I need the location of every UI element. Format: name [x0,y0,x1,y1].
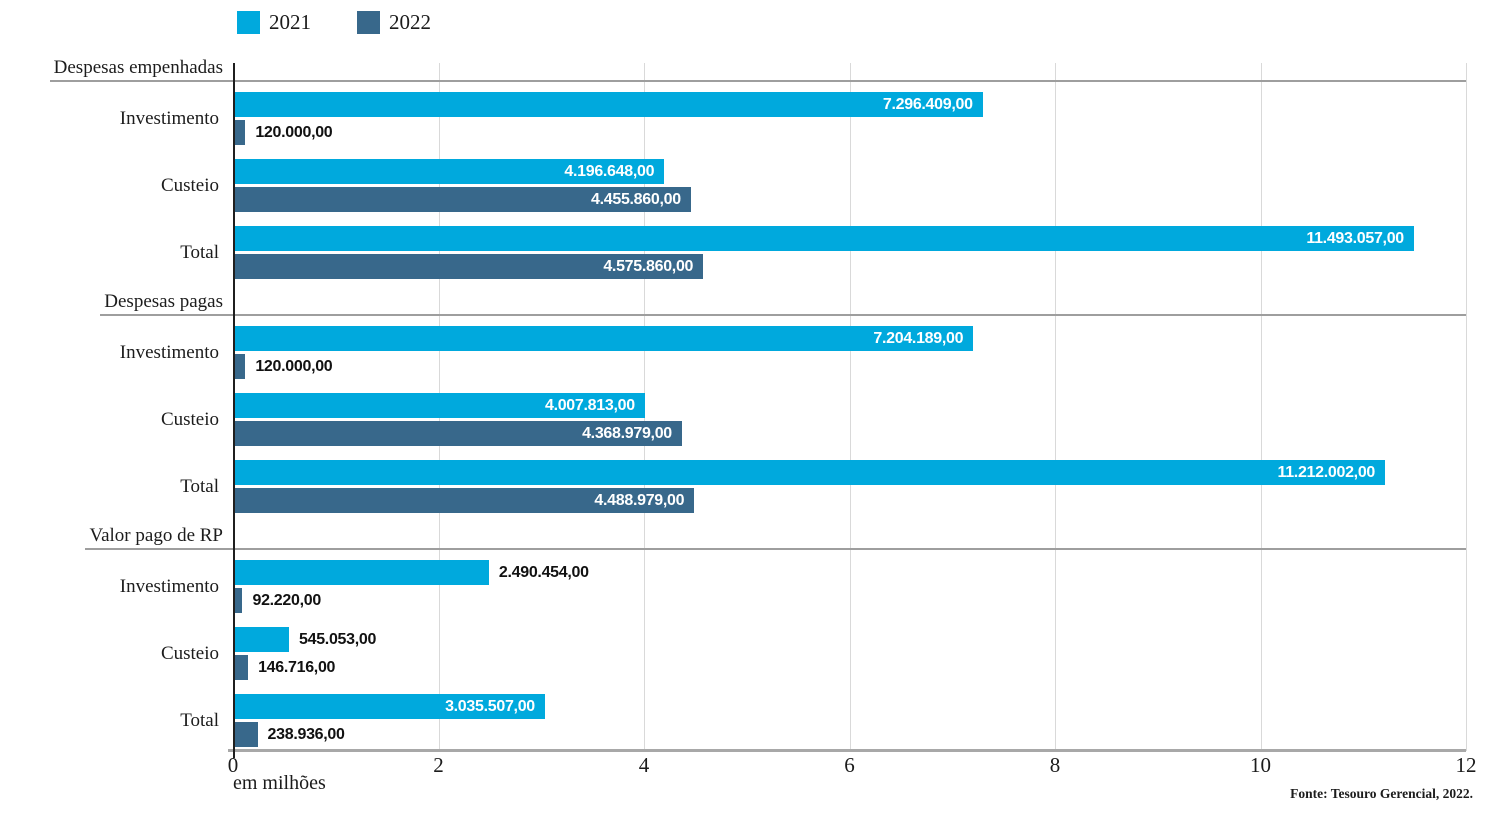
category-row: Investimento 7.204.189,00 120.000,00 [0,316,1466,383]
x-axis-unit-label: em milhões [233,772,326,794]
bar-group: 11.212.002,00 4.488.979,00 [233,450,1466,517]
x-tick-label-0: 0 [227,753,239,777]
category-label: Total [180,476,219,497]
bar-group: 4.007.813,00 4.368.979,00 [233,383,1466,450]
bar-2022: 92.220,00 [233,588,321,613]
category-row: Total 11.212.002,00 4.488.979,00 [0,450,1466,517]
sections: Despesas empenhadas Investimento 7.296.409… [0,57,1466,751]
bar-2021: 7.204.189,00 [233,326,974,351]
value-label: 3.035.507,00 [445,698,535,715]
value-label: 120.000,00 [255,124,333,141]
value-label: 238.936,00 [267,726,345,743]
bar-2022: 238.936,00 [233,722,345,747]
gridline-10 [1260,63,1262,751]
category-row: Custeio 4.007.813,00 4.368.979,00 [0,383,1466,450]
value-label: 146.716,00 [258,659,336,676]
bar-2021: 11.493.057,00 [233,226,1414,251]
value-label: 4.007.813,00 [544,397,635,414]
y-axis-line [233,63,235,758]
x-tick-label-10: 10 [1250,753,1271,777]
x-tick-label-2: 2 [433,753,444,777]
bar-group: 7.204.189,00 120.000,00 [233,316,1466,383]
category-row: Investimento 7.296.409,00 120.000,00 [0,82,1466,149]
bar-group: 545.053,00 146.716,00 [233,617,1466,684]
gridline-8 [1055,63,1056,751]
gridline-12 [1466,63,1467,751]
category-label: Total [180,710,219,731]
x-tick-label-6: 6 [844,753,855,777]
bar-2022: 120.000,00 [233,120,333,145]
plot-area: Despesas empenhadas Investimento 7.296.409… [0,57,1467,758]
section-header: Despesas pagas [0,283,1466,316]
x-tick-label-8: 8 [1049,753,1061,777]
bar-2021: 545.053,00 [233,627,376,652]
bar-2021: 2.490.454,00 [233,560,589,585]
bar-2022: 4.368.979,00 [233,421,682,446]
value-label: 11.493.057,00 [1306,230,1404,247]
legend-swatch-2022 [357,11,380,34]
bar-2022: 120.000,00 [233,354,333,379]
category-label: Custeio [160,409,219,430]
value-label: 120.000,00 [255,358,333,375]
value-label: 11.212.002,00 [1277,464,1376,481]
value-label: 4.455.860,00 [591,191,681,208]
bar-group: 11.493.057,00 4.575.860,00 [233,216,1466,283]
bar-group: 4.196.648,00 4.455.860,00 [233,149,1466,216]
value-label: 4.196.648,00 [564,163,655,180]
value-label: 2.490.454,00 [498,564,589,581]
category-label: Custeio [160,643,219,664]
bar-2021: 7.296.409,00 [233,92,983,117]
category-label: Investimento [119,576,219,597]
category-label: Investimento [119,108,219,129]
category-row: Investimento 2.490.454,00 92.220,00 [0,550,1466,617]
value-label: 4.488.979,00 [594,492,685,509]
legend-swatch-2021 [237,11,260,34]
bar-group: 3.035.507,00 238.936,00 [233,684,1466,751]
value-label: 7.296.409,00 [882,96,973,113]
category-row: Total 3.035.507,00 238.936,00 [0,684,1466,751]
section-title: Despesas empenhadas [49,57,233,82]
category-label: Custeio [160,175,219,196]
category-label: Investimento [119,342,219,363]
gridline-6 [849,63,851,751]
bar-2022: 4.455.860,00 [233,187,691,212]
legend-item-2022: 2022 [357,11,431,34]
category-row: Total 11.493.057,00 4.575.860,00 [0,216,1466,283]
x-tick-label-12: 12 [1455,753,1477,777]
value-label: 4.575.860,00 [603,258,694,275]
bar-2022: 4.488.979,00 [233,488,695,513]
bar-2022: 4.575.860,00 [233,254,704,279]
bar-2021: 4.196.648,00 [233,159,665,184]
source-note: Fonte: Tesouro Gerencial, 2022. [1290,786,1473,801]
section-title: Despesas pagas [100,291,233,316]
section-header: Despesas empenhadas [0,57,1466,82]
value-label: 4.368.979,00 [582,425,672,442]
section-title-rule [233,525,1466,550]
x-tick-label-4: 4 [638,753,650,777]
category-row: Custeio 4.196.648,00 4.455.860,00 [0,149,1466,216]
legend: 2021 2022 [237,11,431,34]
legend-label-2021: 2021 [269,10,311,34]
bar-group: 7.296.409,00 120.000,00 [233,82,1466,149]
legend-label-2022: 2022 [389,10,431,34]
section-title: Valor pago de RP [85,525,233,550]
bar-group: 2.490.454,00 92.220,00 [233,550,1466,617]
bar-2021: 3.035.507,00 [233,694,545,719]
section-header: Valor pago de RP [0,517,1466,550]
section-title-rule [233,291,1466,316]
value-label: 7.204.189,00 [873,330,964,347]
x-axis-ticks: 0 2 4 6 8 10 12 [0,753,1477,778]
bar-2021: 4.007.813,00 [233,393,645,418]
value-label: 92.220,00 [252,592,321,609]
value-label: 545.053,00 [299,631,377,648]
category-label: Total [180,242,219,263]
legend-item-2021: 2021 [237,11,311,34]
bar-2021: 11.212.002,00 [233,460,1386,485]
category-row: Custeio 545.053,00 146.716,00 [0,617,1466,684]
bar-2022: 146.716,00 [233,655,335,680]
x-axis-line [228,749,1466,752]
section-title-rule [233,57,1466,82]
